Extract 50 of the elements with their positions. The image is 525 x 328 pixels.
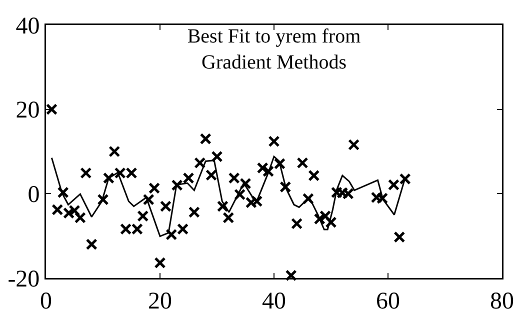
point xyxy=(194,157,206,169)
point xyxy=(171,179,183,192)
point xyxy=(348,138,360,151)
point xyxy=(57,186,69,198)
point xyxy=(154,257,166,269)
x-tick-label: 40 xyxy=(262,288,286,314)
point xyxy=(74,212,86,224)
point xyxy=(108,146,120,158)
point xyxy=(182,172,194,184)
point xyxy=(234,188,246,200)
point xyxy=(268,136,280,148)
point xyxy=(302,192,314,205)
point xyxy=(148,182,160,194)
point xyxy=(200,133,212,145)
point xyxy=(291,218,303,230)
point xyxy=(274,158,286,170)
point xyxy=(97,194,109,206)
point xyxy=(388,179,400,191)
y-tick-label: 40 xyxy=(16,13,40,40)
y-tick-label: 20 xyxy=(16,98,40,124)
point xyxy=(262,166,274,178)
x-tick-label: 20 xyxy=(148,288,172,314)
point xyxy=(296,157,308,169)
point xyxy=(399,173,411,185)
point xyxy=(256,162,268,174)
point xyxy=(86,238,98,250)
point xyxy=(166,228,178,240)
point xyxy=(206,169,218,181)
point xyxy=(137,210,149,222)
point xyxy=(394,231,406,243)
point xyxy=(80,167,92,179)
point xyxy=(142,194,154,206)
point xyxy=(222,212,234,224)
point xyxy=(280,181,292,193)
point xyxy=(216,200,228,212)
point xyxy=(46,104,58,116)
text: Best Fit to yrem from Gradient Methods xyxy=(187,26,362,74)
y-tick-label: -20 xyxy=(8,266,40,292)
point xyxy=(160,200,172,212)
x-tick-label: 80 xyxy=(490,288,514,314)
point xyxy=(240,178,252,190)
point xyxy=(308,170,320,182)
point xyxy=(285,270,297,282)
point xyxy=(228,172,240,184)
point xyxy=(188,206,200,218)
x-tick-label: 60 xyxy=(376,288,400,314)
point xyxy=(177,223,189,235)
point xyxy=(102,172,114,184)
y-tick-label: 0 xyxy=(28,182,40,208)
point xyxy=(211,150,223,162)
